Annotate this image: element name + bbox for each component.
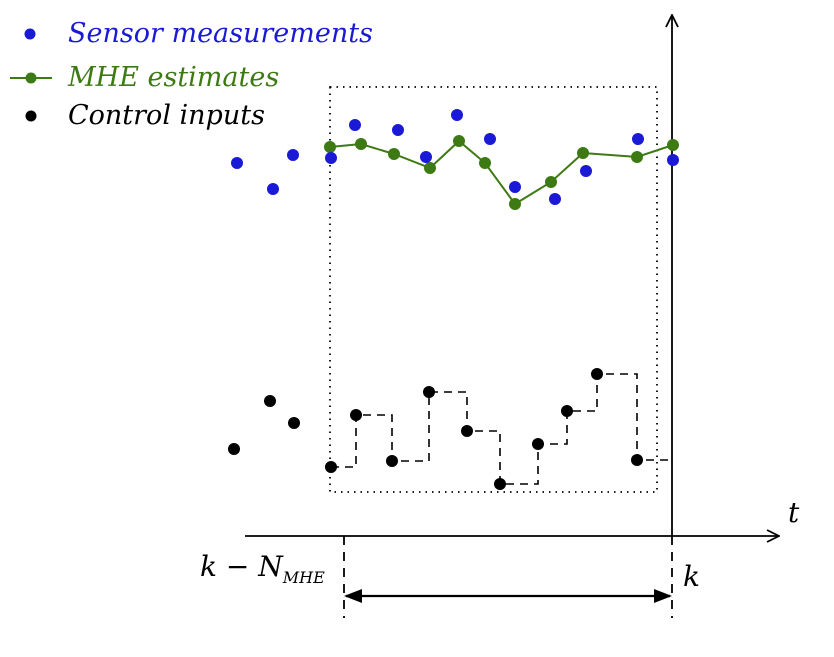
mhe-point [324,141,336,153]
window-start-label: k − NMHE [200,550,325,587]
mhe-estimate-line [329,139,674,206]
control-point [532,438,544,450]
control-point [461,425,473,437]
window-start-subscript: MHE [282,568,325,587]
control-point [350,409,362,421]
legend-mhe-label: MHE estimates [67,62,279,93]
control-point [494,478,506,490]
sensor-point [580,165,592,177]
mhe-point [388,148,400,160]
sensor-point [287,149,299,161]
legend-sensor-label: Sensor measurements [68,18,373,49]
mhe-point [355,138,367,150]
control-points [228,368,643,490]
mhe-point [577,147,589,159]
control-point [325,461,337,473]
sensor-point [267,183,279,195]
mhe-point [667,139,679,151]
control-point [288,417,300,429]
control-point [561,405,573,417]
mhe-point [424,162,436,174]
sensor-points [231,109,679,205]
mhe-point [545,176,557,188]
control-point [386,455,398,467]
mhe-point [453,135,465,147]
sensor-point [325,152,337,164]
sensor-point [231,157,243,169]
legend-control-label: Control inputs [68,100,265,131]
k-label: k [683,560,700,593]
legend-sensor-marker [24,28,36,40]
sensor-point [667,154,679,166]
sensor-point [509,181,521,193]
mhe-point [479,157,491,169]
window-start-base: k − N [200,550,284,583]
mhe-point [509,198,521,210]
control-staircase [331,373,672,485]
t-axis-label: t [788,496,800,529]
mhe-point [631,151,643,163]
sensor-point [549,193,561,205]
sensor-point [632,133,644,145]
legend: Sensor measurements MHE estimates Contro… [10,18,373,131]
control-point [631,454,643,466]
control-point [228,443,240,455]
estimation-window [329,86,658,493]
control-point [423,386,435,398]
sensor-point [349,119,361,131]
mhe-points [324,135,679,210]
sensor-point [484,133,496,145]
sensor-point [451,109,463,121]
legend-mhe-marker [25,72,37,84]
legend-control-marker [25,110,37,122]
control-point [591,368,603,380]
control-point [264,395,276,407]
sensor-point [392,124,404,136]
sensor-point [420,151,432,163]
